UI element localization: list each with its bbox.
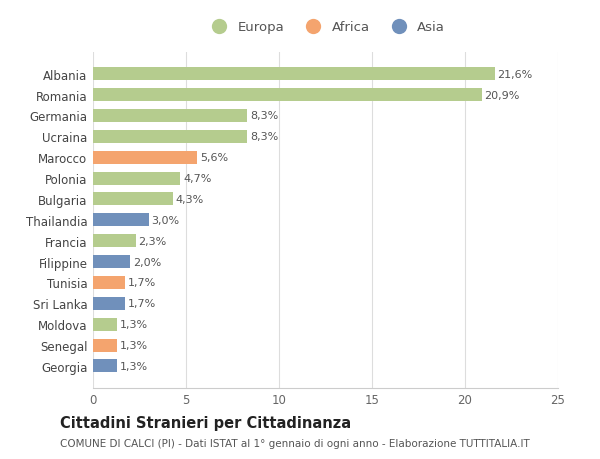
Text: 1,3%: 1,3% [120, 340, 148, 350]
Legend: Europa, Africa, Asia: Europa, Africa, Asia [200, 16, 451, 39]
Bar [93, 68, 495, 81]
Text: 1,7%: 1,7% [127, 278, 155, 288]
Text: Cittadini Stranieri per Cittadinanza: Cittadini Stranieri per Cittadinanza [60, 415, 351, 431]
Bar [93, 110, 247, 123]
Bar [93, 339, 117, 352]
Bar [93, 276, 125, 289]
Bar [93, 130, 247, 144]
Bar [93, 151, 197, 164]
Text: 8,3%: 8,3% [250, 132, 278, 142]
Text: 8,3%: 8,3% [250, 111, 278, 121]
Text: 4,7%: 4,7% [183, 174, 212, 184]
Text: COMUNE DI CALCI (PI) - Dati ISTAT al 1° gennaio di ogni anno - Elaborazione TUTT: COMUNE DI CALCI (PI) - Dati ISTAT al 1° … [60, 438, 530, 448]
Text: 2,3%: 2,3% [139, 236, 167, 246]
Text: 1,3%: 1,3% [120, 361, 148, 371]
Bar [93, 89, 482, 102]
Bar [93, 297, 125, 310]
Text: 2,0%: 2,0% [133, 257, 161, 267]
Bar [93, 318, 117, 331]
Text: 5,6%: 5,6% [200, 153, 228, 163]
Text: 20,9%: 20,9% [485, 90, 520, 101]
Bar [93, 360, 117, 373]
Bar [93, 256, 130, 269]
Text: 1,3%: 1,3% [120, 319, 148, 330]
Text: 3,0%: 3,0% [152, 215, 180, 225]
Text: 1,7%: 1,7% [127, 299, 155, 308]
Text: 4,3%: 4,3% [176, 195, 204, 204]
Bar [93, 172, 181, 185]
Bar [93, 214, 149, 227]
Bar [93, 235, 136, 247]
Bar [93, 193, 173, 206]
Text: 21,6%: 21,6% [497, 69, 533, 79]
